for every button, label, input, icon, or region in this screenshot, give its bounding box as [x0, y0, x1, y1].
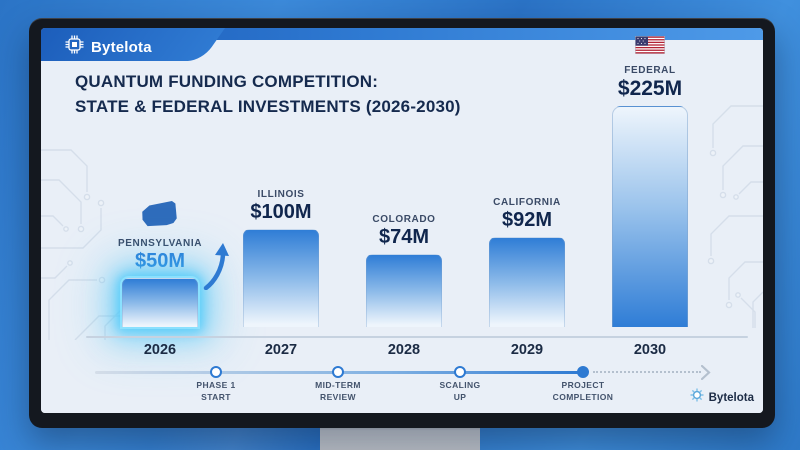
circuit-pattern-left [41, 149, 154, 340]
slide-screen: Bytelota QUANTUM FUNDING COMPETITION: ST… [41, 28, 763, 413]
bar-2026-pennsylvania [122, 278, 198, 327]
bar-value-label: $225M [617, 77, 683, 100]
title-line-2: STATE & FEDERAL INVESTMENTS (2026-2030) [75, 96, 461, 116]
milestone-label-phase1: PHASE 1 START [196, 380, 236, 403]
chip-icon [65, 35, 84, 59]
brand-logo: Bytelota [65, 35, 152, 59]
year-label-2028: 2028 [387, 342, 421, 358]
milestone-label-scaling: SCALING UP [439, 380, 481, 403]
bar-group-pennsylvania: PENNSYLVANIA $50M [118, 200, 201, 327]
bar-group-colorado: COLORADO $74M [366, 214, 442, 327]
pennsylvania-state-icon [139, 200, 181, 235]
timeline-arrowhead-icon [700, 364, 711, 385]
bar-2030-federal [612, 106, 688, 327]
year-label-2026: 2026 [143, 342, 177, 358]
x-axis-line [86, 336, 748, 338]
bar-state-label: PENNSYLVANIA [117, 238, 203, 249]
milestone-dot-phase1 [210, 366, 222, 378]
brand-name: Bytelota [91, 38, 152, 56]
bar-2028-colorado [366, 254, 442, 327]
bar-value-label: $92M [501, 209, 553, 231]
milestone-dot-scaling [454, 366, 466, 378]
slide-title: QUANTUM FUNDING COMPETITION: STATE & FED… [75, 70, 461, 119]
project-timeline: PHASE 1 START MID-TERM REVIEW SCALING UP… [41, 362, 763, 413]
milestone-label-midterm: MID-TERM REVIEW [315, 380, 361, 403]
year-label-2030: 2030 [633, 342, 667, 358]
bar-2027-illinois [243, 229, 319, 327]
monitor-bezel: Bytelota QUANTUM FUNDING COMPETITION: ST… [29, 18, 775, 428]
year-label-2029: 2029 [510, 342, 544, 358]
bar-state-label: FEDERAL [624, 65, 676, 76]
bar-value-label: $100M [250, 201, 312, 223]
milestone-dot-completion [577, 366, 589, 378]
bar-state-label: COLORADO [372, 214, 436, 225]
bar-group-federal: FEDERAL $225M [612, 36, 688, 327]
bar-value-label: $50M [134, 250, 186, 272]
monitor-stand [320, 424, 480, 450]
bar-group-illinois: ILLINOIS $100M [243, 189, 319, 327]
bar-state-label: CALIFORNIA [493, 197, 561, 208]
footer-brand-name: Bytelota [708, 391, 754, 404]
circuit-pattern-right [707, 105, 763, 328]
footer-brand-logo: Bytelota [690, 388, 754, 407]
bar-value-label: $74M [378, 226, 430, 248]
bar-group-california: CALIFORNIA $92M [489, 197, 565, 327]
bar-state-label: ILLINOIS [257, 189, 305, 200]
growth-arrow-icon [203, 242, 231, 295]
milestone-dot-midterm [332, 366, 344, 378]
bar-chart: PENNSYLVANIA $50M ILLINOIS $100M COLORAD… [41, 28, 763, 413]
year-label-2027: 2027 [264, 342, 298, 358]
milestone-label-completion: PROJECT COMPLETION [552, 380, 614, 403]
timeline-dashed-line [593, 371, 701, 373]
gear-icon [690, 388, 704, 407]
bar-2029-california [489, 237, 565, 327]
title-line-1: QUANTUM FUNDING COMPETITION: [75, 72, 379, 91]
us-flag-icon [635, 36, 665, 59]
